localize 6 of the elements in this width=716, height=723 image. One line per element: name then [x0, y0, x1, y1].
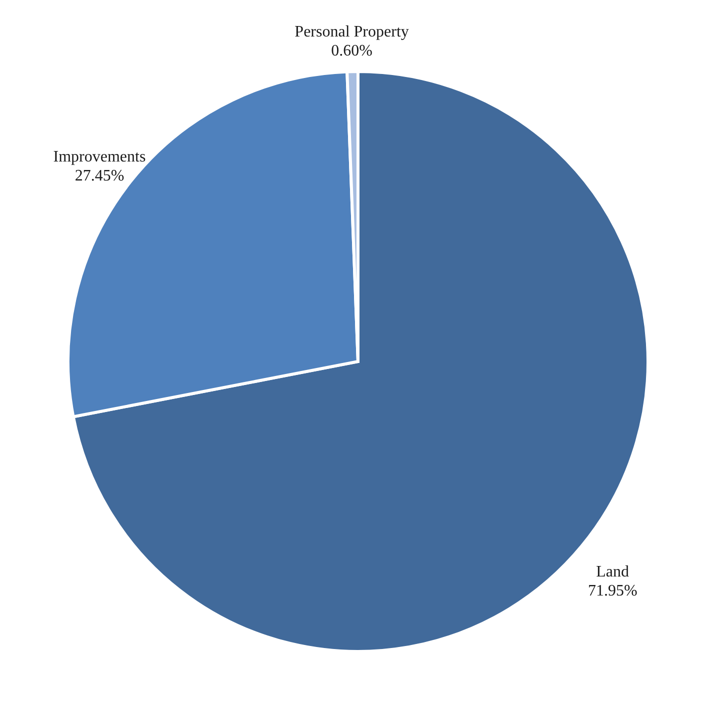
slice-label: Improvements — [53, 148, 146, 166]
data-label: 27.45% — [74, 167, 124, 184]
slice-label: Personal Property — [294, 24, 409, 41]
slice-label: Land — [596, 563, 630, 580]
data-label: 0.60% — [331, 42, 372, 60]
data-label: 71.95% — [588, 582, 638, 600]
